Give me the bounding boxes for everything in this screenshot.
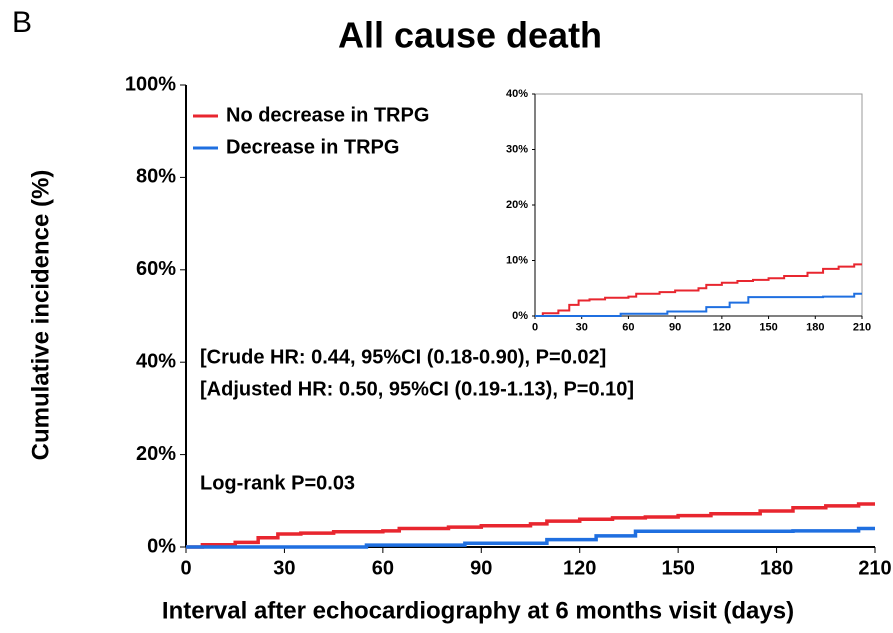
y-tick-label: 60% bbox=[136, 258, 176, 280]
y-tick-label: 0% bbox=[147, 535, 176, 557]
y-tick-label: 80% bbox=[136, 166, 176, 188]
y-tick-label: 40% bbox=[136, 350, 176, 372]
y-tick-label: 0% bbox=[512, 310, 528, 322]
y-tick-label: 30% bbox=[506, 143, 528, 155]
x-tick-label: 180 bbox=[760, 557, 793, 579]
annotation: [Adjusted HR: 0.50, 95%CI (0.19-1.13), P… bbox=[200, 378, 634, 400]
y-tick-label: 40% bbox=[506, 88, 528, 100]
panel-label: B bbox=[12, 6, 32, 39]
incidence-curve bbox=[535, 263, 862, 317]
x-tick-label: 180 bbox=[806, 322, 824, 334]
x-tick-label: 30 bbox=[273, 557, 295, 579]
x-tick-label: 210 bbox=[858, 557, 891, 579]
y-tick-label: 100% bbox=[125, 73, 176, 95]
inset-frame bbox=[534, 93, 863, 317]
x-tick-label: 150 bbox=[661, 557, 694, 579]
y-tick-label: 20% bbox=[136, 443, 176, 465]
y-axis-label: Cumulative incidence (%) bbox=[27, 170, 54, 461]
incidence-curve bbox=[186, 526, 875, 549]
x-tick-label: 60 bbox=[622, 322, 634, 334]
x-tick-label: 120 bbox=[713, 322, 731, 334]
y-tick-label: 10% bbox=[506, 254, 528, 266]
x-tick-label: 60 bbox=[372, 557, 394, 579]
incidence-curve bbox=[535, 292, 862, 317]
x-tick-label: 210 bbox=[853, 322, 871, 334]
annotation: Log-rank P=0.03 bbox=[200, 472, 355, 494]
legend-label: Decrease in TRPG bbox=[226, 136, 399, 158]
y-tick-label: 20% bbox=[506, 199, 528, 211]
x-tick-label: 0 bbox=[532, 322, 538, 334]
x-tick-label: 150 bbox=[759, 322, 777, 334]
x-axis-label: Interval after echocardiography at 6 mon… bbox=[162, 597, 794, 624]
x-tick-label: 0 bbox=[180, 557, 191, 579]
x-tick-label: 30 bbox=[576, 322, 588, 334]
incidence-curve bbox=[186, 502, 875, 549]
annotation: [Crude HR: 0.44, 95%CI (0.18-0.90), P=0.… bbox=[200, 346, 606, 368]
x-tick-label: 90 bbox=[470, 557, 492, 579]
legend-label: No decrease in TRPG bbox=[226, 104, 429, 126]
x-tick-label: 90 bbox=[669, 322, 681, 334]
chart-title: All cause death bbox=[338, 15, 602, 56]
x-tick-label: 120 bbox=[563, 557, 596, 579]
